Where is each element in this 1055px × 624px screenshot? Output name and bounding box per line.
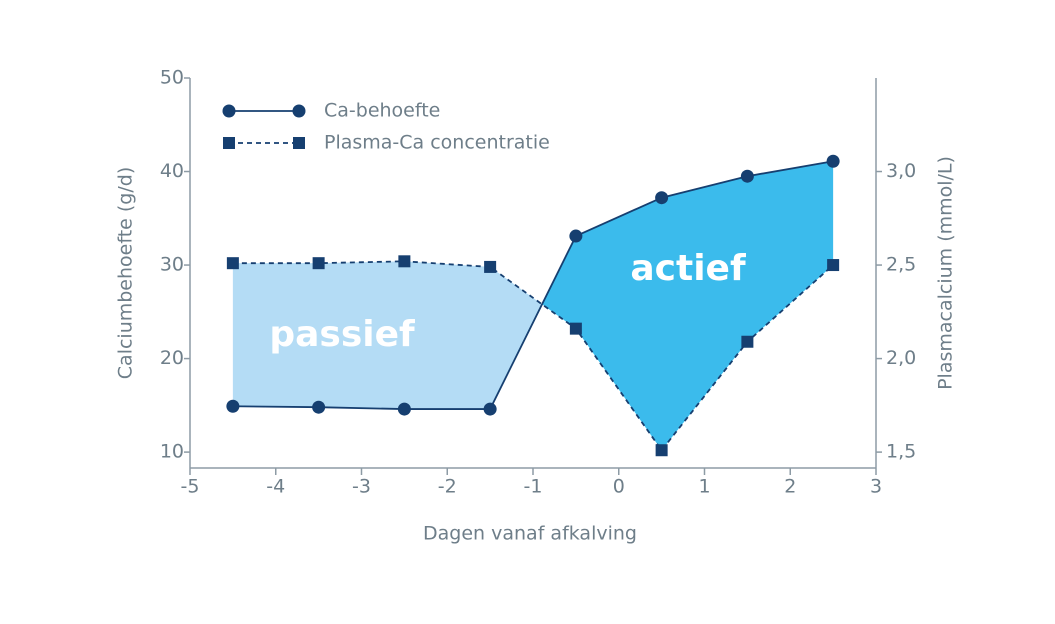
- y2-tick-label: 1,5: [886, 441, 916, 463]
- annotation: passief: [269, 314, 415, 355]
- marker: [569, 229, 583, 243]
- area-active: [542, 161, 834, 451]
- y-tick-label: 20: [160, 347, 184, 369]
- y2-tick-label: 2,5: [886, 254, 916, 276]
- y-tick-label: 40: [160, 160, 184, 182]
- marker: [226, 399, 240, 413]
- marker: [655, 444, 668, 457]
- marker: [655, 191, 669, 205]
- marker: [826, 154, 840, 168]
- x-tick-label: 0: [613, 476, 625, 498]
- x-tick-label: 3: [870, 476, 882, 498]
- area-passive: [232, 261, 543, 410]
- annotation: actief: [630, 248, 746, 289]
- x-tick-label: 2: [784, 476, 796, 498]
- marker: [827, 259, 840, 272]
- legend-marker: [222, 104, 236, 118]
- marker: [226, 257, 239, 270]
- x-tick-label: -4: [266, 476, 285, 498]
- legend-marker: [292, 104, 306, 118]
- y-tick-label: 10: [160, 441, 184, 463]
- marker: [312, 400, 326, 414]
- x-tick-label: -2: [438, 476, 457, 498]
- y2-tick-label: 2,0: [886, 347, 916, 369]
- series-line: [232, 260, 834, 452]
- y2-tick-label: 3,0: [886, 160, 916, 182]
- y-tick-label: 50: [160, 67, 184, 89]
- y2-axis-title: Plasmacalcium (mmol/L): [935, 156, 957, 390]
- marker: [483, 402, 497, 416]
- marker: [740, 169, 754, 183]
- y-axis-title: Calciumbehoefte (g/d): [115, 167, 137, 379]
- y-tick-label: 30: [160, 254, 184, 276]
- legend-label: Plasma-Ca concentratie: [324, 132, 550, 154]
- marker: [484, 260, 497, 273]
- marker: [569, 322, 582, 335]
- x-tick-label: -1: [524, 476, 543, 498]
- legend-label: Ca-behoefte: [324, 100, 440, 122]
- legend-marker: [223, 137, 235, 149]
- x-tick-label: -5: [181, 476, 200, 498]
- marker: [398, 255, 411, 268]
- series-line: [232, 160, 834, 410]
- marker: [312, 257, 325, 270]
- marker: [741, 335, 754, 348]
- x-tick-label: -3: [352, 476, 371, 498]
- marker: [397, 402, 411, 416]
- legend-marker: [293, 137, 305, 149]
- x-tick-label: 1: [698, 476, 710, 498]
- x-axis-title: Dagen vanaf afkalving: [423, 523, 637, 545]
